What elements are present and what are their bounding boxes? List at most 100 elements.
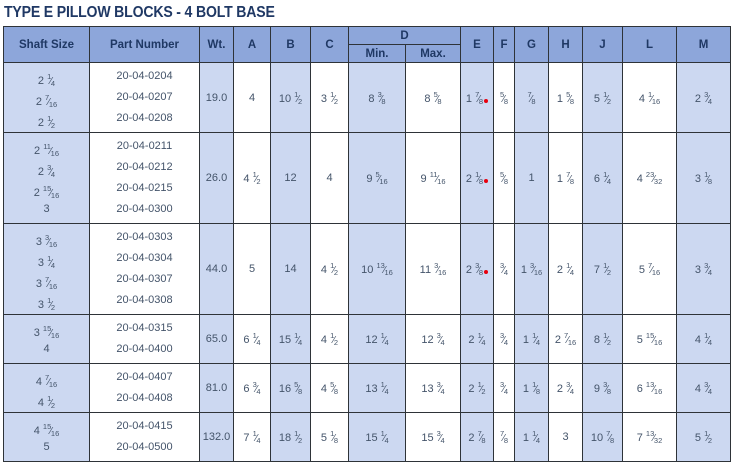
cell-j: 6 1⁄4 [582, 132, 623, 224]
cell-h: 2 3⁄4 [548, 363, 583, 413]
fraction: 1⁄2 [603, 89, 612, 106]
table-row: 2 11⁄16 2 3⁄4 2 15⁄16 3 20-04-0211 20-04-0212… [3, 132, 731, 224]
cell-part-number: 20-04-0315 20-04-0400 [89, 314, 200, 364]
cell-shaft-size-line: 2 7⁄16 [35, 93, 58, 109]
fraction: 1⁄4 [380, 331, 389, 347]
col-header-l: L [622, 26, 677, 63]
cell-d-min: 12 1⁄4 [348, 314, 406, 364]
cell-g: 1 [514, 132, 549, 224]
fraction: 3⁄4 [47, 163, 56, 179]
fraction: 1⁄4 [47, 254, 56, 270]
fraction: 7⁄8 [527, 89, 536, 106]
fraction: 3⁄16 [434, 261, 447, 277]
cell-shaft-size-line: 4 [43, 343, 50, 355]
cell-f: 3⁄4 [493, 314, 515, 364]
cell-shaft-size-line: 5 [43, 441, 50, 453]
cell-part-number-line: 20-04-0308 [116, 294, 173, 306]
fraction: 1⁄4 [47, 72, 56, 88]
cell-shaft-size-line: 4 7⁄16 [35, 373, 58, 389]
cell-shaft-size-line: 3 [43, 203, 50, 215]
cell-part-number-line: 20-04-0215 [116, 182, 173, 194]
cell-d-min: 15 1⁄4 [348, 412, 406, 462]
cell-a: 6 1⁄4 [233, 314, 271, 364]
footnote-marker-icon [484, 270, 489, 274]
cell-part-number-line: 20-04-0415 [116, 420, 173, 432]
cell-shaft-size: 3 15⁄16 4 [3, 314, 90, 364]
cell-a: 7 1⁄4 [233, 412, 271, 462]
fraction: 15⁄16 [645, 331, 663, 347]
cell-a: 4 1⁄2 [233, 132, 271, 224]
fraction: 11⁄16 [43, 142, 59, 158]
cell-shaft-size: 2 1⁄4 2 7⁄16 2 1⁄2 [3, 62, 90, 133]
cell-l: 5 15⁄16 [622, 314, 677, 364]
cell-h: 2 1⁄4 [548, 223, 583, 315]
col-header-h: H [548, 26, 583, 63]
footnote-marker-icon [484, 98, 489, 103]
col-header-d-min: Min. [348, 44, 406, 63]
fraction: 1⁄8 [475, 170, 484, 186]
fraction: 5⁄8 [330, 380, 339, 396]
col-header-shaft-size: Shaft Size [3, 26, 90, 63]
fraction: 1⁄4 [380, 429, 389, 445]
cell-e: 2 7⁄8 [460, 412, 494, 462]
fraction: 1⁄8 [532, 380, 541, 396]
cell-d-max: 8 5⁄8 [405, 62, 461, 133]
fraction: 1⁄16 [648, 89, 661, 106]
cell-c: 5 1⁄8 [310, 412, 349, 462]
cell-part-number-line: 20-04-0211 [116, 140, 173, 152]
cell-f: 3⁄4 [493, 363, 515, 413]
cell-j: 10 7⁄8 [582, 412, 623, 462]
col-header-a: A [233, 26, 271, 63]
cell-part-number: 20-04-0204 20-04-0207 20-04-0208 [89, 62, 200, 133]
cell-d-min: 8 3⁄8 [348, 62, 406, 133]
fraction: 1⁄4 [252, 429, 261, 445]
cell-shaft-size-line: 3 3⁄16 [35, 233, 58, 249]
cell-b: 10 1⁄2 [270, 62, 311, 133]
fraction: 3⁄4 [499, 331, 508, 347]
fraction: 1⁄2 [47, 394, 56, 410]
fraction: 3⁄4 [436, 380, 445, 396]
cell-part-number-line: 20-04-0304 [116, 252, 173, 264]
cell-shaft-size: 4 7⁄16 4 1⁄2 [3, 363, 90, 413]
cell-shaft-size: 4 15⁄16 5 [3, 412, 90, 462]
col-header-j: J [582, 26, 623, 63]
cell-g: 1 3⁄16 [514, 223, 549, 315]
col-header-g: G [514, 26, 549, 63]
cell-e: 2 1⁄8 [460, 132, 494, 224]
fraction: 1⁄2 [47, 114, 56, 130]
cell-e: 2 1⁄2 [460, 363, 494, 413]
fraction: 3⁄16 [45, 233, 58, 249]
cell-shaft-size-line: 2 1⁄2 [37, 114, 56, 130]
cell-m: 5 1⁄2 [676, 412, 731, 462]
table-row: 3 3⁄16 3 1⁄4 3 7⁄16 3 1⁄2 20-04-0303 20-04-03… [3, 223, 731, 315]
cell-part-number: 20-04-0407 20-04-0408 [89, 363, 200, 413]
fraction: 3⁄16 [530, 261, 543, 277]
cell-g: 1 1⁄4 [514, 412, 549, 462]
fraction: 13⁄16 [645, 380, 663, 396]
cell-d-max: 12 3⁄4 [405, 314, 461, 364]
fraction: 23⁄32 [645, 170, 663, 186]
cell-m: 2 3⁄4 [676, 62, 731, 133]
fraction: 7⁄16 [564, 331, 577, 347]
fraction: 5⁄8 [499, 170, 508, 186]
cell-m: 3 1⁄8 [676, 132, 731, 224]
cell-shaft-size-line: 3 1⁄2 [37, 296, 56, 312]
fraction: 7⁄16 [45, 275, 58, 291]
cell-b: 14 [270, 223, 311, 315]
fraction: 5⁄8 [566, 89, 575, 106]
col-header-m: M [676, 26, 731, 63]
cell-wt: 44.0 [199, 223, 234, 315]
fraction: 3⁄8 [377, 89, 386, 106]
fraction: 1⁄4 [532, 429, 541, 445]
fraction: 1⁄2 [603, 261, 612, 277]
cell-f: 5⁄8 [493, 62, 515, 133]
cell-h: 1 5⁄8 [548, 62, 583, 133]
cell-shaft-size: 2 11⁄16 2 3⁄4 2 15⁄16 3 [3, 132, 90, 224]
table-row: 4 15⁄16 5 20-04-0415 20-04-0500 132.0 7 1⁄4 18… [3, 412, 731, 462]
cell-g: 7⁄8 [514, 62, 549, 133]
cell-j: 7 1⁄2 [582, 223, 623, 315]
fraction: 5⁄8 [433, 89, 442, 106]
fraction: 11⁄16 [429, 170, 446, 186]
cell-wt: 132.0 [199, 412, 234, 462]
